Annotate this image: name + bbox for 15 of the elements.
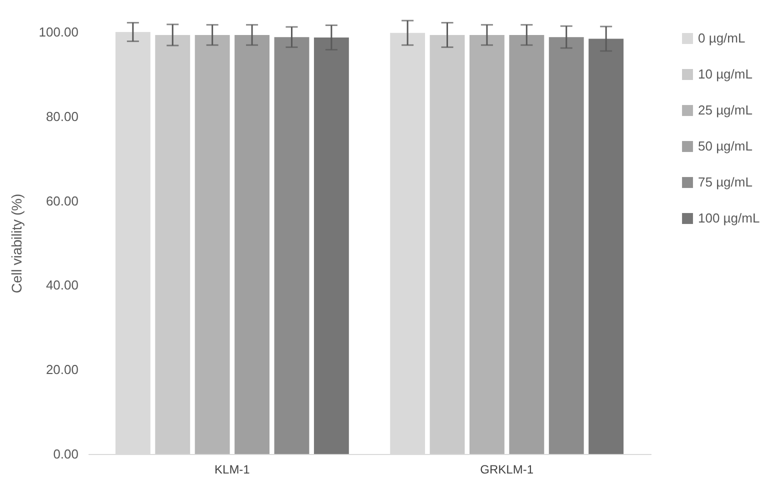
y-tick-label: 60.00 (46, 193, 78, 208)
x-tick-label: KLM-1 (214, 462, 250, 476)
legend-label: 75 µg/mL (698, 174, 752, 190)
y-tick-label: 0.00 (53, 446, 78, 462)
legend-label: 0 µg/mL (698, 30, 746, 46)
y-tick-label: 100.00 (38, 24, 78, 40)
x-tick-label: GRKLM-1 (480, 462, 534, 476)
y-axis-title: Cell viability (%) (8, 194, 25, 294)
legend-label: 25 µg/mL (698, 102, 752, 118)
y-tick-label: 80.00 (46, 108, 78, 124)
legend-label: 10 µg/mL (698, 66, 752, 82)
y-tick-label: 40.00 (46, 278, 78, 293)
y-tick-label: 20.00 (46, 362, 78, 378)
legend-label: 50 µg/mL (698, 138, 752, 154)
legend-label: 100 µg/mL (698, 210, 760, 226)
